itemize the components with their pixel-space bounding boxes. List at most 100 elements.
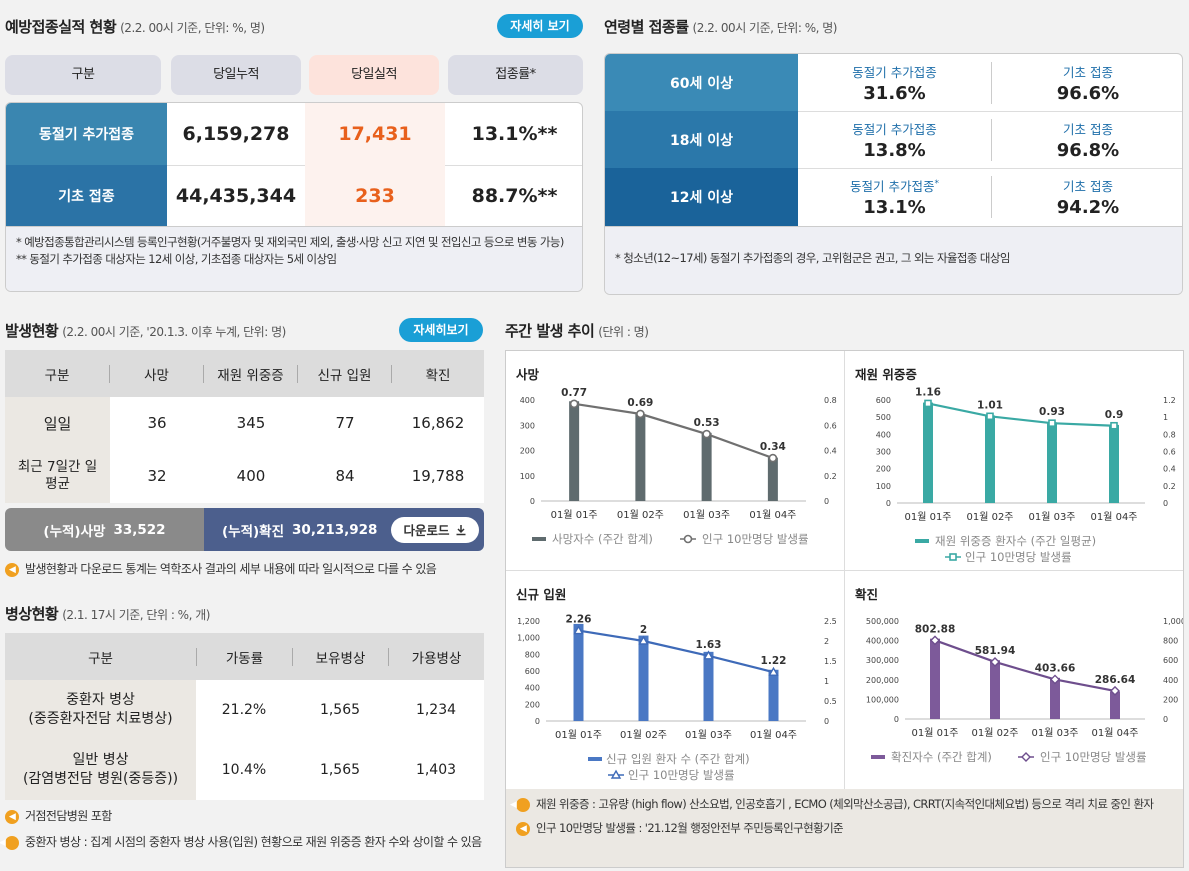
age-section-title: 연령별 접종률 (2.2. 00시 기준, 단위: %, 명) bbox=[604, 18, 837, 36]
bar bbox=[1050, 677, 1060, 719]
bed-header: 구분 bbox=[88, 650, 113, 667]
line-point bbox=[1050, 674, 1060, 685]
legend-label: 신규 입원 환자 수 (주간 합계) bbox=[606, 752, 750, 766]
age-note: * 청소년(12~17세) 동절기 추가접종의 경우, 고위험군은 권고, 그 … bbox=[615, 251, 1010, 265]
legend-label: 확진자수 (주간 합계) bbox=[891, 750, 992, 764]
data-label: 403.66 bbox=[1035, 662, 1076, 674]
y2-tick-label: 2.5 bbox=[824, 617, 837, 626]
y2-tick-label: 0.6 bbox=[1163, 448, 1176, 457]
y-tick-label: 100 bbox=[876, 482, 891, 491]
vax-more-button[interactable]: 자세히 보기 bbox=[497, 14, 583, 38]
occ-table: 구분 사망 재원 위중증 신규 입원 확진 일일 36 345 77 16,86… bbox=[5, 350, 484, 503]
weekly-section-title: 주간 발생 추이 (단위 : 명) bbox=[505, 322, 649, 340]
legend-label: 인구 10만명당 발생률 bbox=[628, 768, 735, 782]
y2-tick-label: 0 bbox=[1163, 715, 1168, 724]
data-label: 1.22 bbox=[761, 655, 787, 667]
bar bbox=[635, 413, 646, 501]
line-point bbox=[930, 635, 940, 646]
vax-note-1: * 예방접종통합관리시스템 등록인구현황(거주불명자 및 재외국민 제외, 출생… bbox=[16, 235, 564, 249]
bar bbox=[990, 660, 1000, 719]
y-tick-label: 600 bbox=[876, 396, 891, 405]
legend-bar-swatch bbox=[915, 539, 929, 543]
speaker-icon: ◀ bbox=[0, 835, 19, 850]
y-tick-label: 600 bbox=[525, 667, 540, 676]
bar bbox=[569, 401, 580, 501]
x-tick-label: 01월 03주 bbox=[685, 729, 732, 741]
occ-section-title: 발생현황 (2.2. 00시 기준, '20.1.3. 이후 누계, 단위: 명) bbox=[5, 322, 286, 340]
y-tick-label: 800 bbox=[525, 650, 540, 659]
x-tick-label: 01월 01주 bbox=[911, 727, 958, 739]
x-tick-label: 01월 02주 bbox=[966, 511, 1013, 523]
chart-title: 신규 입원 bbox=[516, 587, 566, 602]
download-icon bbox=[456, 524, 466, 535]
x-tick-label: 01월 01주 bbox=[555, 729, 602, 741]
y-tick-label: 0 bbox=[535, 717, 540, 726]
occ-header: 구분 bbox=[44, 367, 70, 384]
x-tick-label: 01월 04주 bbox=[749, 509, 796, 521]
line-point bbox=[990, 656, 1000, 667]
chart-title: 사망 bbox=[516, 367, 540, 382]
y-tick-label: 200 bbox=[525, 700, 540, 709]
y-tick-label: 400 bbox=[525, 684, 540, 693]
y2-tick-label: 400 bbox=[1163, 676, 1178, 685]
vax-row-label: 동절기 추가접종 bbox=[6, 103, 167, 165]
y-tick-label: 500,000 bbox=[866, 617, 899, 626]
y-tick-label: 200,000 bbox=[866, 676, 899, 685]
line-point bbox=[924, 399, 932, 408]
vax-cum-value: 44,435,344 bbox=[175, 184, 297, 207]
occ-header: 재원 위중증 bbox=[217, 367, 284, 384]
y-tick-label: 1,000 bbox=[517, 634, 540, 643]
y2-tick-label: 2 bbox=[824, 637, 829, 646]
weekly-charts-panel: 사망 0 100 200 300 400 0 0.2 0.4 0.6 0.8 01월 01주 01월 0… bbox=[505, 350, 1184, 868]
data-label: 802.88 bbox=[915, 623, 956, 635]
y-tick-label: 300,000 bbox=[866, 656, 899, 665]
line-point bbox=[569, 399, 579, 409]
y2-tick-label: 0 bbox=[824, 497, 829, 506]
y2-tick-label: 600 bbox=[1163, 656, 1178, 665]
y-tick-label: 100,000 bbox=[866, 695, 899, 704]
line-point bbox=[636, 409, 645, 419]
legend-line-marker bbox=[610, 769, 622, 779]
x-tick-label: 01월 02주 bbox=[617, 509, 664, 521]
bar bbox=[638, 635, 649, 721]
vax-rate-value: 13.1%** bbox=[471, 123, 558, 145]
age-booster-cell: 동절기 추가접종* 13.1% bbox=[850, 178, 939, 218]
y2-tick-label: 1.5 bbox=[824, 657, 837, 666]
y-tick-label: 0 bbox=[530, 497, 535, 506]
occ-more-button[interactable]: 자세히보기 bbox=[399, 318, 483, 342]
bed-note-1: ◀ 거점전담병원 포함 bbox=[5, 809, 485, 824]
age-primary-cell: 기초 접종 94.2% bbox=[991, 176, 1182, 218]
bar bbox=[767, 457, 778, 501]
x-tick-label: 01월 01주 bbox=[551, 509, 598, 521]
age-primary-cell: 기초 접종 96.6% bbox=[991, 62, 1182, 104]
y-tick-label: 200 bbox=[876, 465, 891, 474]
y-tick-label: 500 bbox=[876, 413, 891, 422]
data-label: 0.77 bbox=[561, 387, 587, 399]
vax-header-rate: 접종률* bbox=[448, 55, 583, 95]
x-tick-label: 01월 02주 bbox=[620, 729, 667, 741]
x-tick-label: 01월 03주 bbox=[1028, 511, 1075, 523]
chart-admission: 신규 입원 0 200 400 600 800 1,000 1,200 0 0.5 1 1.5 2 2.5… bbox=[516, 587, 837, 782]
y2-tick-label: 0.2 bbox=[1163, 482, 1176, 491]
bar bbox=[923, 402, 933, 503]
y2-tick-label: 0 bbox=[824, 717, 829, 726]
data-label: 2.26 bbox=[566, 614, 592, 626]
data-label: 0.93 bbox=[1039, 406, 1065, 418]
legend-line-marker bbox=[683, 534, 693, 544]
legend-bar-swatch bbox=[532, 537, 546, 541]
age-table: 60세 이상 18세 이상 12세 이상 동절기 추가접종 31.6% 기초 접… bbox=[604, 53, 1183, 295]
vax-header-cumulative: 당일누적 bbox=[171, 55, 301, 95]
y-tick-label: 200 bbox=[520, 447, 535, 456]
weekly-note-2: ◀ 인구 10만명당 발생률 : '21.12월 행정안전부 주민등록인구현황기준 bbox=[516, 821, 1173, 836]
occ-row: 일일 36 345 77 16,862 bbox=[5, 397, 484, 449]
series-line bbox=[578, 629, 774, 674]
speaker-icon: ◀ bbox=[510, 797, 530, 812]
legend-label: 인구 10만명당 발생률 bbox=[702, 532, 809, 546]
data-label: 0.34 bbox=[760, 441, 786, 453]
age-row-label: 12세 이상 bbox=[605, 168, 798, 226]
bed-row: 일반 병상 (감염병전담 병원(중등증)) 10.4% 1,565 1,403 bbox=[5, 740, 484, 800]
download-button[interactable]: 다운로드 bbox=[391, 516, 480, 543]
line-point bbox=[1110, 685, 1120, 696]
bed-header: 가용병상 bbox=[411, 650, 462, 667]
y2-tick-label: 0.6 bbox=[824, 421, 837, 430]
